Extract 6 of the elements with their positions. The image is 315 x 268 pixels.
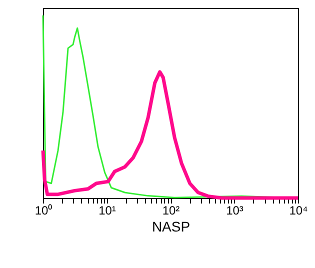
x-tick-label: 10³ xyxy=(226,204,244,218)
x-tick-label: 10⁰ xyxy=(34,204,52,218)
x-tick-label: 10² xyxy=(162,204,180,218)
x-axis-title: NASP xyxy=(152,218,190,234)
x-tick-label: 10¹ xyxy=(98,204,116,218)
x-tick-label: 10⁴ xyxy=(289,204,308,218)
